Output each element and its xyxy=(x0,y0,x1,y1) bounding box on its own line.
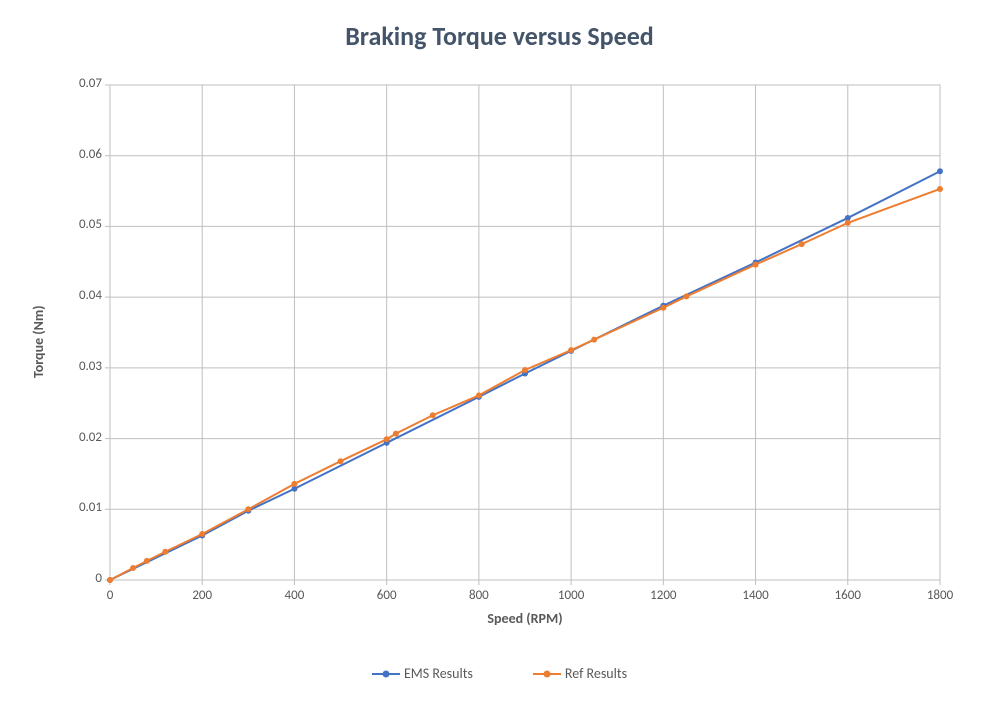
y-tick-label: 0.04 xyxy=(42,288,102,303)
x-tick-label: 1400 xyxy=(726,588,786,603)
legend-item-ref: Ref Results xyxy=(533,665,627,682)
legend-label-ems: EMS Results xyxy=(404,665,473,682)
y-tick-label: 0.02 xyxy=(42,430,102,445)
plot-area xyxy=(0,0,999,713)
legend-swatch-ems xyxy=(372,673,400,675)
legend: EMS Results Ref Results xyxy=(0,665,999,682)
x-tick-label: 200 xyxy=(172,588,232,603)
x-tick-label: 1800 xyxy=(910,588,970,603)
y-tick-label: 0.06 xyxy=(42,147,102,162)
legend-item-ems: EMS Results xyxy=(372,665,473,682)
y-tick-label: 0.03 xyxy=(42,359,102,374)
y-tick-label: 0.07 xyxy=(42,76,102,91)
x-tick-label: 0 xyxy=(80,588,140,603)
y-tick-label: 0.05 xyxy=(42,217,102,232)
legend-label-ref: Ref Results xyxy=(565,665,627,682)
y-tick-label: 0.01 xyxy=(42,500,102,515)
x-tick-label: 1600 xyxy=(818,588,878,603)
x-tick-label: 600 xyxy=(357,588,417,603)
y-tick-label: 0 xyxy=(42,571,102,586)
x-tick-label: 1000 xyxy=(541,588,601,603)
legend-swatch-ref xyxy=(533,673,561,675)
x-tick-label: 1200 xyxy=(633,588,693,603)
x-tick-label: 400 xyxy=(264,588,324,603)
x-tick-label: 800 xyxy=(449,588,509,603)
chart-container: Braking Torque versus Speed Torque (Nm) … xyxy=(0,0,999,713)
